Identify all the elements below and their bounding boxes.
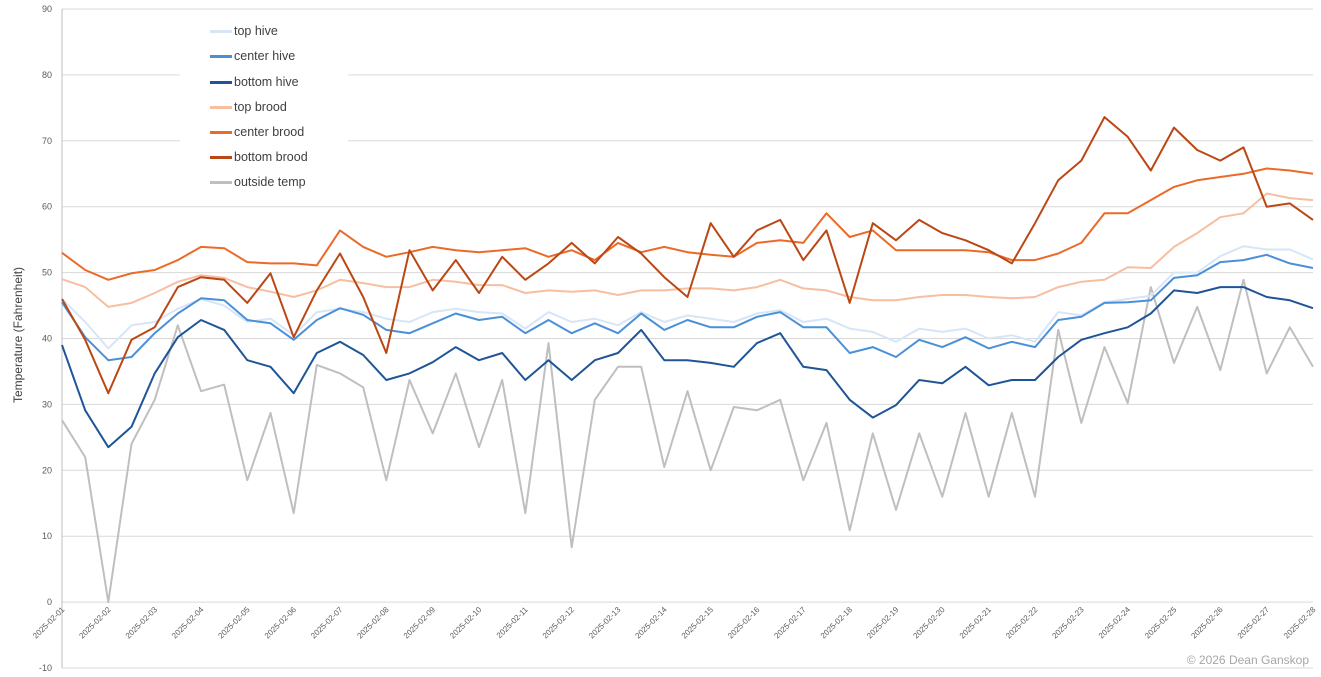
legend: top hive center hive bottom hive top bro… [180, 18, 348, 196]
y-tick-label: 60 [42, 202, 52, 212]
copyright-notice: © 2026 Dean Ganskop [1186, 653, 1309, 667]
x-tick-label: 2025-02-10 [448, 605, 484, 641]
x-tick-label: 2025-02-22 [1004, 605, 1040, 641]
legend-label: center brood [234, 125, 305, 139]
legend-swatch [210, 130, 232, 134]
legend-label: top hive [234, 24, 278, 38]
legend-swatch [210, 155, 232, 159]
x-tick-label: 2025-02-14 [633, 605, 669, 641]
legend-swatch [210, 180, 232, 184]
x-tick-label: 2025-02-09 [402, 605, 438, 641]
y-tick-label: 30 [42, 399, 52, 409]
legend-label: bottom hive [234, 75, 299, 89]
y-tick-label: -10 [39, 663, 52, 673]
legend-item-top-brood: top brood [210, 99, 287, 115]
x-tick-label: 2025-02-11 [495, 605, 530, 640]
x-tick-label: 2025-02-24 [1097, 605, 1133, 641]
y-tick-label: 20 [42, 465, 52, 475]
legend-swatch [210, 54, 232, 58]
x-tick-labels: 2025-02-01 2025-02-02 2025-02-03 2025-02-04… [31, 605, 1318, 641]
y-tick-label: 50 [42, 268, 52, 278]
x-tick-label: 2025-02-23 [1050, 605, 1086, 641]
x-tick-label: 2025-02-18 [819, 605, 855, 641]
x-tick-label: 2025-02-20 [911, 605, 947, 641]
x-tick-label: 2025-02-06 [263, 605, 299, 641]
y-tick-label: 0 [47, 597, 52, 607]
x-tick-label: 2025-02-02 [77, 605, 113, 641]
y-axis-label: Temperature (Fahrenheit) [11, 266, 25, 404]
series-lines [61, 116, 1314, 604]
x-tick-label: 2025-02-03 [124, 605, 160, 641]
y-tick-label: 80 [42, 70, 52, 80]
legend-item-outside-temp: outside temp [210, 174, 306, 190]
x-tick-label: 2025-02-25 [1143, 605, 1179, 641]
legend-item-center-brood: center brood [210, 124, 304, 140]
x-tick-label: 2025-02-04 [170, 605, 206, 641]
x-tick-label: 2025-02-28 [1282, 605, 1318, 641]
x-tick-label: 2025-02-16 [726, 605, 762, 641]
x-tick-label: 2025-02-01 [31, 605, 67, 641]
y-tick-label: 10 [42, 531, 52, 541]
series-line-top-brood [61, 192, 1314, 308]
series-line-center-hive [61, 253, 1314, 362]
legend-item-center-hive: center hive [210, 48, 295, 64]
x-tick-label: 2025-02-19 [865, 605, 901, 641]
x-tick-label: 2025-02-26 [1189, 605, 1225, 641]
series-line-center-brood [61, 167, 1314, 281]
legend-swatch [210, 29, 232, 33]
legend-item-bottom-brood: bottom brood [210, 149, 308, 165]
y-tick-label: 40 [42, 334, 52, 344]
x-tick-label: 2025-02-05 [216, 605, 252, 641]
x-tick-label: 2025-02-15 [680, 605, 716, 641]
legend-item-bottom-hive: bottom hive [210, 74, 299, 90]
series-line-bottom-brood [61, 116, 1314, 395]
legend-item-top-hive: top hive [210, 23, 278, 39]
x-tick-label: 2025-02-17 [772, 605, 808, 641]
legend-label: bottom brood [234, 150, 308, 164]
y-tick-labels: -10 0 10 20 30 40 50 60 70 80 90 [39, 4, 52, 673]
legend-label: top brood [234, 100, 287, 114]
x-tick-label: 2025-02-27 [1236, 605, 1272, 641]
legend-label: center hive [234, 49, 296, 63]
x-tick-label: 2025-02-13 [587, 605, 623, 641]
legend-label: outside temp [234, 175, 306, 189]
x-tick-label: 2025-02-12 [541, 605, 577, 641]
legend-swatch [210, 105, 232, 109]
series-line-bottom-hive [61, 286, 1314, 449]
x-tick-label: 2025-02-21 [958, 605, 994, 641]
series-line-outside-temp [61, 278, 1314, 604]
legend-swatch [210, 80, 232, 84]
x-tick-label: 2025-02-08 [355, 605, 391, 641]
y-tick-label: 70 [42, 136, 52, 146]
x-tick-label: 2025-02-07 [309, 605, 345, 641]
y-tick-label: 90 [42, 4, 52, 14]
